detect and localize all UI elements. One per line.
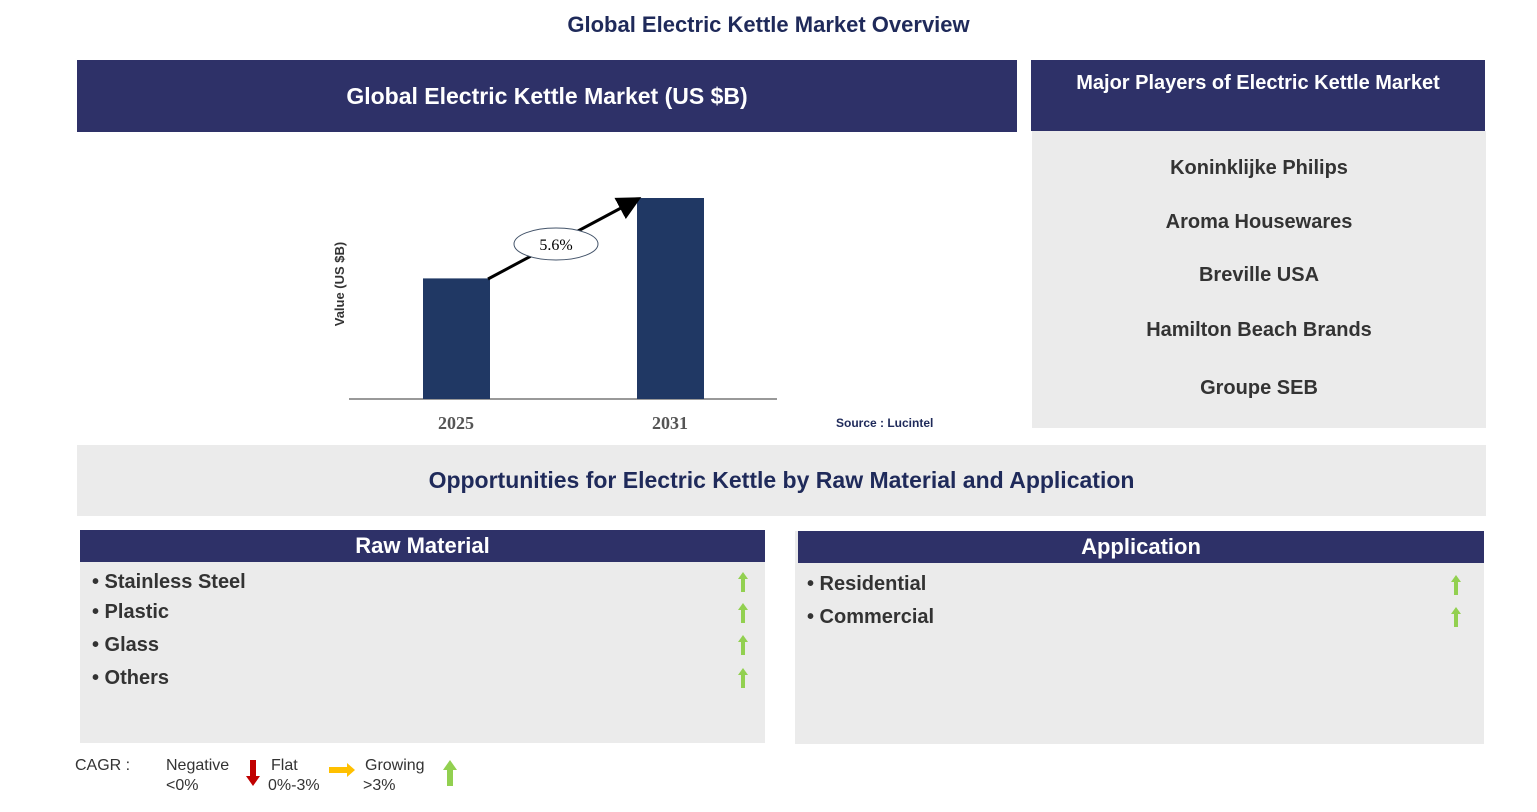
up-arrow-icon [738,603,748,623]
down-arrow-icon [246,760,260,786]
up-arrow-icon [443,760,457,786]
legend-negative: Negative [166,757,230,774]
legend-growing: Growing [365,757,425,774]
legend-growing-range: >3% [363,777,396,794]
cagr-label: 5.6% [539,237,572,254]
up-arrow-icon [738,635,748,655]
source-label: Source : Lucintel [836,416,933,430]
players-header: Major Players of Electric Kettle Market [1031,60,1485,131]
application-item: • Residential [807,573,927,595]
chart-header: Global Electric Kettle Market (US $B) [77,60,1017,132]
bar-2025 [423,278,490,399]
raw-material-item: • Plastic [92,601,170,623]
legend-flat: Flat [271,757,298,774]
raw-material-panel: Raw Material • Stainless Steel • Plastic… [80,530,765,743]
player-item: Groupe SEB [1200,377,1318,399]
legend-flat-range: 0%-3% [268,777,320,794]
x-tick-2025: 2025 [438,413,474,433]
player-item: Hamilton Beach Brands [1146,319,1372,341]
opportunities-header: Opportunities for Electric Kettle by Raw… [77,445,1486,516]
raw-material-header: Raw Material [80,530,765,562]
bar-chart: Value (US $B) 2025 2031 5.6% Source : Lu… [332,197,933,433]
cagr-bubble [513,227,599,261]
legend-negative-range: <0% [166,777,199,794]
player-item: Breville USA [1198,264,1320,286]
bar-2031 [637,198,704,399]
y-axis-label: Value (US $B) [332,242,347,327]
application-item: • Commercial [807,606,935,628]
raw-material-item: • Stainless Steel [92,571,246,593]
x-tick-2031: 2031 [652,413,688,433]
raw-material-item: • Glass [92,634,160,656]
player-item: Koninklijke Philips [1170,157,1348,179]
right-arrow-icon [329,763,355,777]
raw-material-item: • Others [92,667,170,689]
up-arrow-icon [738,668,748,688]
application-panel: Application • Residential • Commercial [795,531,1484,744]
up-arrow-icon [738,572,748,592]
application-header: Application [798,531,1484,563]
players-list: Koninklijke Philips Aroma Housewares Bre… [1032,131,1486,428]
legend-cagr-label: CAGR : [75,757,131,774]
up-arrow-icon [1451,607,1461,627]
page-title: Global Electric Kettle Market Overview [567,12,970,37]
player-item: Aroma Housewares [1165,211,1353,233]
up-arrow-icon [1451,575,1461,595]
